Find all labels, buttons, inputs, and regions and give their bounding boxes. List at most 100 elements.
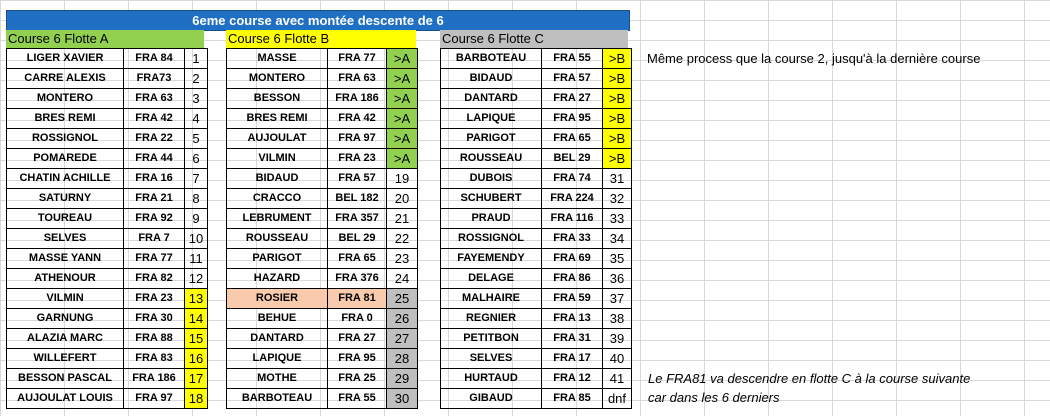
sailor-name-cell[interactable]: ROUSSEAU (440, 148, 542, 169)
relegation-note[interactable]: Le FRA81 va descendre en flotte C à la c… (648, 371, 971, 386)
sailor-name-cell[interactable]: GIBAUD (440, 388, 542, 409)
sailor-name-cell[interactable]: ATHENOUR (6, 268, 124, 289)
sailor-name-cell[interactable]: LAPIQUE (226, 348, 328, 369)
sailor-name-cell[interactable]: DANTARD (226, 328, 328, 349)
rank-cell[interactable]: 10 (184, 228, 208, 249)
sailor-name-cell[interactable]: MONTERO (226, 68, 328, 89)
rank-cell[interactable]: 25 (386, 288, 418, 309)
rank-cell[interactable]: 24 (386, 268, 418, 289)
rank-cell[interactable]: 9 (184, 208, 208, 229)
rank-cell[interactable]: 20 (386, 188, 418, 209)
sailor-name-cell[interactable]: MONTERO (6, 88, 124, 109)
rank-cell[interactable]: 17 (184, 368, 208, 389)
sailor-name-cell[interactable]: REGNIER (440, 308, 542, 329)
sail-number-cell[interactable]: FRA 55 (541, 48, 603, 69)
rank-cell[interactable]: 23 (386, 248, 418, 269)
sail-number-cell[interactable]: FRA 88 (123, 328, 185, 349)
rank-cell[interactable]: 32 (602, 188, 632, 209)
sail-number-cell[interactable]: FRA 17 (541, 348, 603, 369)
sail-number-cell[interactable]: FRA 116 (541, 208, 603, 229)
rank-cell[interactable]: 1 (184, 48, 208, 69)
rank-cell[interactable]: 15 (184, 328, 208, 349)
rank-cell[interactable]: 40 (602, 348, 632, 369)
rank-cell[interactable]: 19 (386, 168, 418, 189)
rank-cell[interactable]: 14 (184, 308, 208, 329)
sailor-name-cell[interactable]: DELAGE (440, 268, 542, 289)
rank-cell[interactable]: 12 (184, 268, 208, 289)
sail-number-cell[interactable]: FRA 77 (123, 248, 185, 269)
sail-number-cell[interactable]: FRA73 (123, 68, 185, 89)
sailor-name-cell[interactable]: ROUSSEAU (226, 228, 328, 249)
rank-cell[interactable]: 37 (602, 288, 632, 309)
sail-number-cell[interactable]: FRA 85 (541, 388, 603, 409)
sail-number-cell[interactable]: FRA 23 (123, 288, 185, 309)
rank-cell[interactable]: 22 (386, 228, 418, 249)
sail-number-cell[interactable]: FRA 65 (327, 248, 387, 269)
sail-number-cell[interactable]: FRA 97 (123, 388, 185, 409)
sailor-name-cell[interactable]: BARBOTEAU (440, 48, 542, 69)
sailor-name-cell[interactable]: CRACCO (226, 188, 328, 209)
rank-cell[interactable]: 7 (184, 168, 208, 189)
sail-number-cell[interactable]: FRA 33 (541, 228, 603, 249)
rank-cell[interactable]: 41 (602, 368, 632, 389)
rank-cell[interactable]: >A (386, 128, 418, 149)
sail-number-cell[interactable]: FRA 186 (327, 88, 387, 109)
sailor-name-cell[interactable]: WILLEFERT (6, 348, 124, 369)
rank-cell[interactable]: >B (602, 88, 632, 109)
rank-cell[interactable]: 2 (184, 68, 208, 89)
sail-number-cell[interactable]: FRA 12 (541, 368, 603, 389)
rank-cell[interactable]: >A (386, 148, 418, 169)
sail-number-cell[interactable]: BEL 29 (541, 148, 603, 169)
sail-number-cell[interactable]: FRA 92 (123, 208, 185, 229)
sailor-name-cell[interactable]: DUBOIS (440, 168, 542, 189)
relegation-note-reason[interactable]: car dans les 6 derniers (648, 390, 780, 405)
rank-cell[interactable]: 8 (184, 188, 208, 209)
sailor-name-cell[interactable]: MALHAIRE (440, 288, 542, 309)
sailor-name-cell[interactable]: VILMIN (6, 288, 124, 309)
sail-number-cell[interactable]: BEL 182 (327, 188, 387, 209)
sail-number-cell[interactable]: FRA 65 (541, 128, 603, 149)
sailor-name-cell[interactable]: BARBOTEAU (226, 388, 328, 409)
rank-cell[interactable]: 29 (386, 368, 418, 389)
rank-cell[interactable]: >B (602, 148, 632, 169)
rank-cell[interactable]: 28 (386, 348, 418, 369)
rank-cell[interactable]: >B (602, 128, 632, 149)
sailor-name-cell[interactable]: PARIGOT (226, 248, 328, 269)
rank-cell[interactable]: dnf (602, 388, 632, 409)
sail-number-cell[interactable]: FRA 83 (123, 348, 185, 369)
sail-number-cell[interactable]: FRA 42 (123, 108, 185, 129)
sail-number-cell[interactable]: FRA 186 (123, 368, 185, 389)
sail-number-cell[interactable]: FRA 95 (327, 348, 387, 369)
sail-number-cell[interactable]: FRA 57 (327, 168, 387, 189)
sailor-name-cell[interactable]: ROSIER (226, 288, 328, 309)
sail-number-cell[interactable]: FRA 77 (327, 48, 387, 69)
sail-number-cell[interactable]: FRA 63 (123, 88, 185, 109)
sail-number-cell[interactable]: FRA 42 (327, 108, 387, 129)
rank-cell[interactable]: >A (386, 68, 418, 89)
sailor-name-cell[interactable]: PETITBON (440, 328, 542, 349)
sailor-name-cell[interactable]: LEBRUMENT (226, 208, 328, 229)
sheet-title[interactable]: 6eme course avec montée descente de 6 (6, 10, 630, 31)
rank-cell[interactable]: 36 (602, 268, 632, 289)
sail-number-cell[interactable]: FRA 95 (541, 108, 603, 129)
sail-number-cell[interactable]: FRA 25 (327, 368, 387, 389)
rank-cell[interactable]: >B (602, 68, 632, 89)
sailor-name-cell[interactable]: SCHUBERT (440, 188, 542, 209)
rank-cell[interactable]: 13 (184, 288, 208, 309)
sailor-name-cell[interactable]: ALAZIA MARC (6, 328, 124, 349)
rank-cell[interactable]: 18 (184, 388, 208, 409)
sail-number-cell[interactable]: FRA 22 (123, 128, 185, 149)
sail-number-cell[interactable]: FRA 86 (541, 268, 603, 289)
rank-cell[interactable]: >A (386, 108, 418, 129)
sailor-name-cell[interactable]: ROSSIGNOL (6, 128, 124, 149)
sailor-name-cell[interactable]: MASSE YANN (6, 248, 124, 269)
sailor-name-cell[interactable]: PARIGOT (440, 128, 542, 149)
sail-number-cell[interactable]: FRA 16 (123, 168, 185, 189)
sailor-name-cell[interactable]: VILMIN (226, 148, 328, 169)
sail-number-cell[interactable]: FRA 82 (123, 268, 185, 289)
rank-cell[interactable]: >A (386, 48, 418, 69)
sailor-name-cell[interactable]: HAZARD (226, 268, 328, 289)
sailor-name-cell[interactable]: LAPIQUE (440, 108, 542, 129)
sail-number-cell[interactable]: FRA 31 (541, 328, 603, 349)
sailor-name-cell[interactable]: BESSON PASCAL (6, 368, 124, 389)
